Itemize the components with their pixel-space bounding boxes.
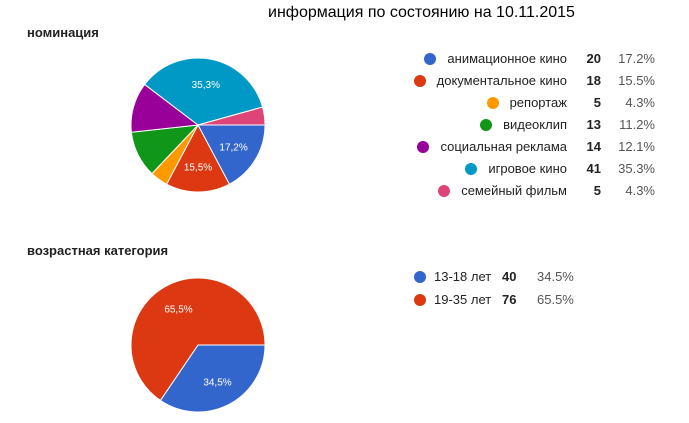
nomination-legend-swatch bbox=[413, 75, 426, 87]
nomination-legend-label: документальное кино bbox=[436, 73, 567, 88]
nomination-legend-count: 5 bbox=[593, 183, 601, 198]
nomination-legend-label: игровое кино bbox=[488, 161, 567, 176]
nomination-legend-percent: 17.2% bbox=[618, 51, 655, 66]
nomination-legend-label: семейный фильм bbox=[461, 183, 567, 198]
nomination-legend-count: 41 bbox=[586, 161, 601, 176]
nomination-legend-count: 5 bbox=[593, 95, 601, 110]
nomination-slice-label-0: 17,2% bbox=[219, 142, 247, 153]
nomination-legend-item[interactable]: документальное кино 18 15.5% bbox=[400, 70, 655, 92]
nomination-legend-swatch bbox=[424, 53, 437, 65]
age-legend-swatch bbox=[414, 271, 426, 283]
nomination-slice-label-1: 15,5% bbox=[184, 163, 212, 174]
nomination-slice-6[interactable] bbox=[197, 106, 266, 126]
nomination-legend-item[interactable]: репортаж 5 4.3% bbox=[400, 92, 655, 114]
nomination-legend-percent: 15.5% bbox=[618, 73, 655, 88]
nomination-slice-1[interactable] bbox=[165, 123, 231, 193]
age-legend-label: 19-35 лет bbox=[434, 292, 492, 307]
nomination-legend-percent: 11.2% bbox=[619, 117, 655, 132]
nomination-legend-label: анимационное кино bbox=[447, 51, 567, 66]
nomination-legend-percent: 4.3% bbox=[625, 183, 655, 198]
nomination-legend-item[interactable]: игровое кино 41 35.3% bbox=[400, 158, 655, 180]
nomination-slice-label-5: 35,3% bbox=[192, 80, 220, 91]
pie-chart-nomination[interactable]: 17,2% 15,5% 35,3% bbox=[130, 57, 266, 193]
nomination-legend-item[interactable]: видеоклип 13 11.2% bbox=[400, 114, 655, 136]
nomination-legend-swatch bbox=[438, 185, 451, 197]
nomination-legend-swatch bbox=[417, 141, 430, 153]
age-legend-count: 76 bbox=[502, 292, 517, 307]
legend-age-category: 13-18 лет 40 34.5% 19-35 лет 76 65.5% bbox=[414, 266, 614, 316]
nomination-legend-item[interactable]: анимационное кино 20 17.2% bbox=[400, 48, 655, 70]
age-legend-label: 13-18 лет bbox=[434, 269, 492, 284]
nomination-legend-count: 13 bbox=[586, 117, 601, 132]
chart-title-age-category: возрастная категория bbox=[27, 243, 169, 258]
age-slice-label-1: 65,5% bbox=[164, 304, 192, 315]
age-legend-item[interactable]: 13-18 лет 40 34.5% bbox=[414, 266, 614, 288]
nomination-slice-0[interactable] bbox=[197, 124, 266, 185]
nomination-legend-swatch bbox=[465, 163, 478, 175]
page-title: информация по состоянию на 10.11.2015 bbox=[268, 4, 575, 21]
nomination-legend-percent: 12.1% bbox=[618, 139, 655, 154]
nomination-legend-percent: 35.3% bbox=[618, 161, 655, 176]
age-legend-swatch bbox=[414, 294, 426, 306]
age-legend-percent: 34.5% bbox=[537, 269, 574, 284]
pie-chart-age-category[interactable]: 34,5% 65,5% bbox=[130, 277, 266, 413]
nomination-legend-item[interactable]: социальная реклама 14 12.1% bbox=[400, 136, 655, 158]
nomination-legend-percent: 4.3% bbox=[625, 95, 655, 110]
nomination-legend-swatch bbox=[486, 97, 499, 109]
nomination-legend-count: 14 bbox=[586, 139, 601, 154]
age-slice-1[interactable] bbox=[130, 277, 266, 402]
age-slice-0[interactable] bbox=[159, 344, 266, 413]
nomination-legend-count: 20 bbox=[586, 51, 601, 66]
chart-title-nomination: номинация bbox=[27, 25, 99, 40]
nomination-legend-label: репортаж bbox=[509, 95, 567, 110]
nomination-legend-label: видеоклип bbox=[503, 117, 567, 132]
legend-nomination: анимационное кино 20 17.2% документальное к… bbox=[400, 48, 655, 208]
nomination-legend-swatch bbox=[480, 119, 493, 131]
nomination-legend-count: 18 bbox=[586, 73, 601, 88]
nomination-legend-item[interactable]: семейный фильм 5 4.3% bbox=[400, 180, 655, 202]
age-legend-percent: 65.5% bbox=[537, 292, 574, 307]
age-slice-label-0: 34,5% bbox=[203, 378, 231, 389]
nomination-slice-5[interactable] bbox=[143, 57, 264, 126]
nomination-legend-label: социальная реклама bbox=[440, 139, 567, 154]
age-legend-count: 40 bbox=[502, 269, 517, 284]
age-legend-item[interactable]: 19-35 лет 76 65.5% bbox=[414, 289, 614, 311]
